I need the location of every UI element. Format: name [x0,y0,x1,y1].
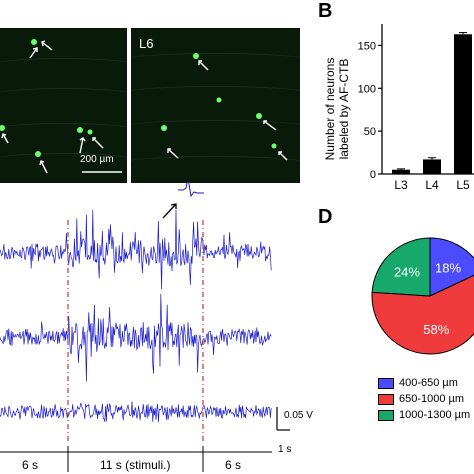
y-tick-label-2: 100 [358,83,376,95]
segment-label-2: 11 s (stimuli.) [100,458,171,472]
time-segment-bar [0,446,272,472]
legend-swatch-green [378,409,394,421]
pie-label-3: 24% [394,264,420,279]
scale-label-time: 1 s [278,444,292,455]
y-axis-label-line2: labeled by AF-CTB [337,59,351,160]
pie-legend: 400-650 µm 650-1000 µm 1000-1300 µm [378,375,470,423]
panel-letter-d: D [318,206,333,228]
legend-text-1: 400-650 µm [399,377,458,389]
legend-text-3: 1000-1300 µm [399,409,471,421]
y-tick-label-1: 50 [364,126,376,138]
trace-3 [0,401,272,423]
spike-inset [178,182,204,198]
x-tick-label-l4: L4 [425,178,439,192]
segment-label-1: 6 s [22,458,39,472]
pie-label-2: 58% [423,322,449,337]
scale-label-voltage: 0.05 V [284,410,313,421]
bar-chart: 0 50 100 150 L3 L4 L5 Number of neurons labeled … [323,24,474,192]
legend-item-3: 1000-1300 µm [378,407,470,423]
bar-l3 [392,169,410,174]
legend-item-2: 650-1000 µm [378,391,470,407]
legend-swatch-red [378,393,394,405]
scale-bar-label: 200 µm [80,154,114,165]
trace-1 [0,209,272,290]
panel-letter-b: B [318,0,333,22]
pie-slice-1 [429,237,474,297]
micrograph-left: 200 µm [0,28,127,183]
electrophysiology-traces [0,182,290,472]
x-tick-label-l5: L5 [456,178,470,192]
pie-chart: 18% 58% 24% [371,237,474,355]
scale-bar [276,407,290,431]
trace-2 [0,293,272,382]
y-axis-label-line1: Number of neurons [323,58,337,161]
x-tick-label-l3: L3 [394,178,408,192]
pie-label-1: 18% [435,261,461,276]
layer-label-l6: L6 [139,36,154,51]
pie-slice-2 [371,274,474,355]
y-tick-label-3: 150 [358,40,376,52]
bar-l5 [454,34,472,175]
micrograph-l6: L6 [131,28,300,183]
legend-item-1: 400-650 µm [378,375,470,391]
pie-slice-3 [371,237,431,297]
inset-arrow [162,203,177,219]
bar-l4 [423,159,441,174]
legend-swatch-blue [378,377,394,389]
segment-label-3: 6 s [225,458,242,472]
legend-text-2: 650-1000 µm [399,393,465,405]
y-tick-label-0: 0 [370,169,376,181]
